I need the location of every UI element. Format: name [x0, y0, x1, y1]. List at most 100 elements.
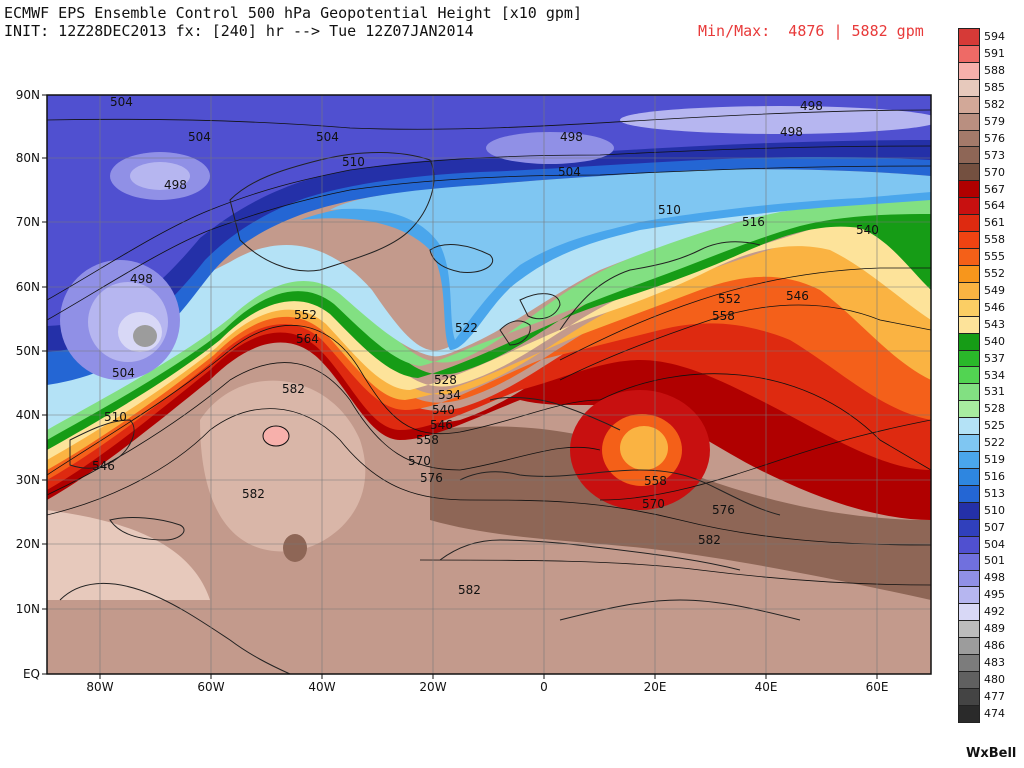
lat-label-70n: 70N	[15, 215, 40, 229]
lat-label-50n: 50N	[15, 344, 40, 358]
contour-label-576: 576	[420, 471, 443, 485]
legend-label-594: 594	[984, 30, 1005, 44]
ridge-cell	[283, 534, 307, 562]
legend-swatch-561	[959, 215, 979, 233]
contour-label-510: 510	[342, 155, 365, 169]
contour-label-582: 582	[698, 533, 721, 547]
contour-label-516: 516	[742, 215, 765, 229]
legend-label-513: 513	[984, 486, 1005, 500]
legend-swatch-519	[959, 452, 979, 469]
contour-label-498: 498	[800, 99, 823, 113]
legend-swatch-537	[959, 350, 979, 368]
legend-label-489: 489	[984, 622, 1005, 636]
legend-label-585: 585	[984, 81, 1005, 95]
med-cutoff-core	[620, 426, 668, 470]
graticule	[47, 95, 931, 674]
legend-label-555: 555	[984, 250, 1005, 264]
legend-label-507: 507	[984, 520, 1005, 534]
baffin-low-core	[130, 162, 190, 190]
legend-label-477: 477	[984, 689, 1005, 703]
contour-label-498: 498	[560, 130, 583, 144]
legend-swatch-558	[959, 232, 979, 249]
legend-swatch-504	[959, 536, 979, 554]
legend-label-480: 480	[984, 672, 1005, 686]
legend-label-591: 591	[984, 47, 1005, 61]
legend-swatch-534	[959, 367, 979, 385]
legend-swatch-531	[959, 384, 979, 402]
jet-band-537	[47, 196, 931, 450]
lat-label-30n: 30N	[15, 473, 40, 487]
contour-label-504: 504	[558, 165, 581, 179]
contour-label-564: 564	[296, 332, 319, 346]
lon-label-20e: 20E	[643, 680, 667, 694]
legend-swatch-489	[959, 621, 979, 639]
legend-label-474: 474	[984, 706, 1005, 720]
legend-swatch-591	[959, 45, 979, 63]
legend-label-501: 501	[984, 554, 1005, 568]
legend-label-570: 570	[984, 165, 1005, 179]
caribbean-field	[47, 510, 210, 600]
legend-label-516: 516	[984, 469, 1005, 483]
siberia-low-498	[620, 106, 931, 134]
legend-label-582: 582	[984, 98, 1005, 112]
polar-band-504	[47, 95, 931, 326]
legend-swatch-564	[959, 198, 979, 216]
legend-swatch-588	[959, 62, 979, 80]
legend-label-504: 504	[984, 537, 1005, 551]
contour-label-498: 498	[130, 272, 153, 286]
contour-label-576: 576	[712, 503, 735, 517]
legend-swatch-552	[959, 265, 979, 283]
legend-label-528: 528	[984, 402, 1005, 416]
legend-swatch-498	[959, 570, 979, 588]
legend-swatch-540	[959, 333, 979, 351]
legend-swatch-585	[959, 79, 979, 97]
contour-label-540: 540	[856, 223, 879, 237]
map-title: ECMWF EPS Ensemble Control 500 hPa Geopo…	[4, 4, 582, 22]
legend-swatch-495	[959, 587, 979, 605]
legend-swatch-474	[959, 705, 979, 722]
legend-label-531: 531	[984, 385, 1005, 399]
min-max-readout: Min/Max: 4876 | 5882 gpm	[698, 22, 924, 40]
contour-label-558: 558	[416, 433, 439, 447]
axis-ticks	[42, 94, 878, 679]
legend-label-522: 522	[984, 436, 1005, 450]
contour-label-546: 546	[92, 459, 115, 473]
lat-label-10n: 10N	[15, 602, 40, 616]
arctic-low-498	[486, 132, 614, 164]
contour-lines	[47, 109, 931, 586]
contour-label-552: 552	[294, 308, 317, 322]
ridge-max-center	[262, 425, 290, 447]
contour-label-546: 546	[430, 418, 453, 432]
legend-swatch-546	[959, 299, 979, 317]
legend-label-579: 579	[984, 114, 1005, 128]
legend-swatch-516	[959, 468, 979, 486]
legend-label-561: 561	[984, 216, 1005, 230]
coastlines	[59, 152, 801, 674]
contour-label-582: 582	[282, 382, 305, 396]
legend-label-543: 543	[984, 317, 1005, 331]
legend-swatch-477	[959, 688, 979, 706]
contour-label-570: 570	[642, 497, 665, 511]
map-frame	[46, 94, 932, 675]
legend-swatch-501	[959, 553, 979, 571]
lat-label-eq: EQ	[22, 667, 40, 681]
legend-swatch-582	[959, 96, 979, 114]
contour-label-498: 498	[780, 125, 803, 139]
legend-swatch-480	[959, 672, 979, 689]
legend-swatch-570	[959, 164, 979, 182]
wxbell-logo: WxBell	[966, 746, 1017, 761]
legend-label-492: 492	[984, 605, 1005, 619]
contour-label-504: 504	[110, 95, 133, 109]
contour-label-522: 522	[455, 321, 478, 335]
contour-label-504: 504	[316, 130, 339, 144]
contour-label-558: 558	[644, 474, 667, 488]
lat-label-90n: 90N	[15, 88, 40, 102]
atlantic-ridge	[200, 380, 366, 552]
lon-label-60e: 60E	[865, 680, 889, 694]
contour-label-498: 498	[164, 178, 187, 192]
lon-label-0: 0	[540, 680, 548, 694]
legend-label-495: 495	[984, 588, 1005, 602]
lon-label-60w: 60W	[197, 680, 225, 694]
legend-swatch-522	[959, 435, 979, 453]
